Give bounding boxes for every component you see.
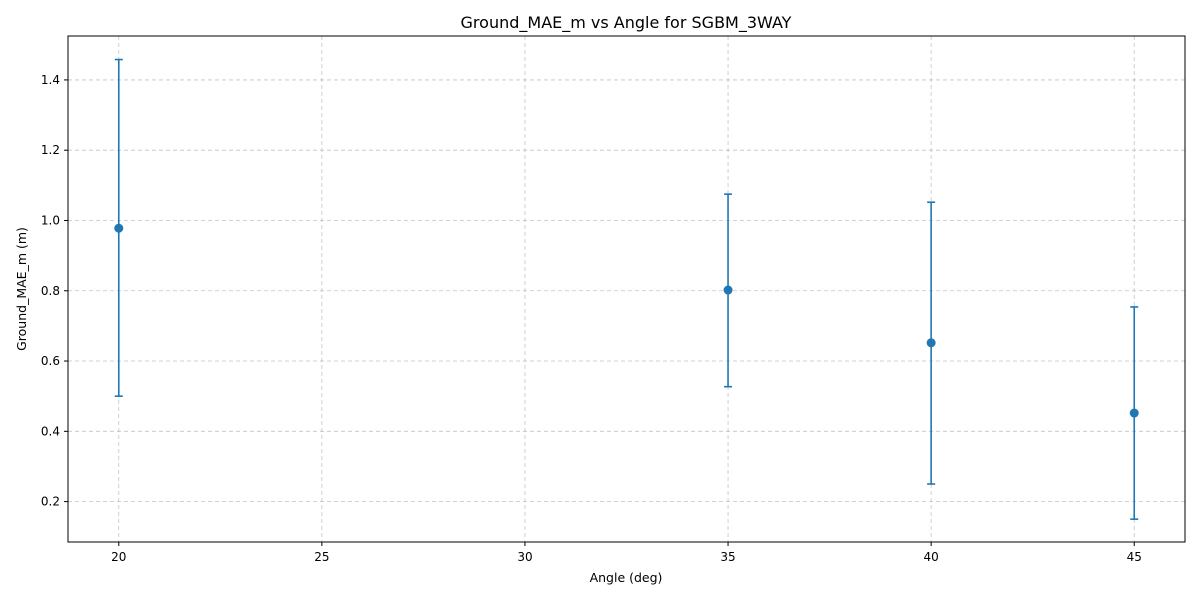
y-tick-label: 0.2 [41,495,60,509]
chart-title: Ground_MAE_m vs Angle for SGBM_3WAY [461,13,792,33]
x-tick-label: 35 [720,550,735,564]
y-tick-label: 0.8 [41,284,60,298]
y-tick-label: 0.4 [41,424,60,438]
x-tick-label: 20 [111,550,126,564]
data-point [114,223,124,233]
y-axis-label: Ground_MAE_m (m) [14,227,29,351]
x-tick-label: 25 [314,550,329,564]
y-tick-label: 0.6 [41,354,60,368]
data-point [723,285,733,295]
grid-lines [68,36,1185,542]
data-point [926,338,936,348]
y-tick-label: 1.4 [41,73,60,87]
x-axis-label: Angle (deg) [590,570,663,585]
x-tick-label: 30 [517,550,532,564]
y-tick-label: 1.0 [41,213,60,227]
axis-ticks: 20 25 30 35 40 45 0.2 0.4 0.6 0.8 1.0 1.2 1.4 [41,73,1142,564]
x-tick-label: 45 [1127,550,1142,564]
data-series [114,58,1139,520]
x-tick-label: 40 [923,550,938,564]
plot-frame [67,35,1186,543]
data-point [1129,408,1139,418]
y-tick-label: 1.2 [41,143,60,157]
